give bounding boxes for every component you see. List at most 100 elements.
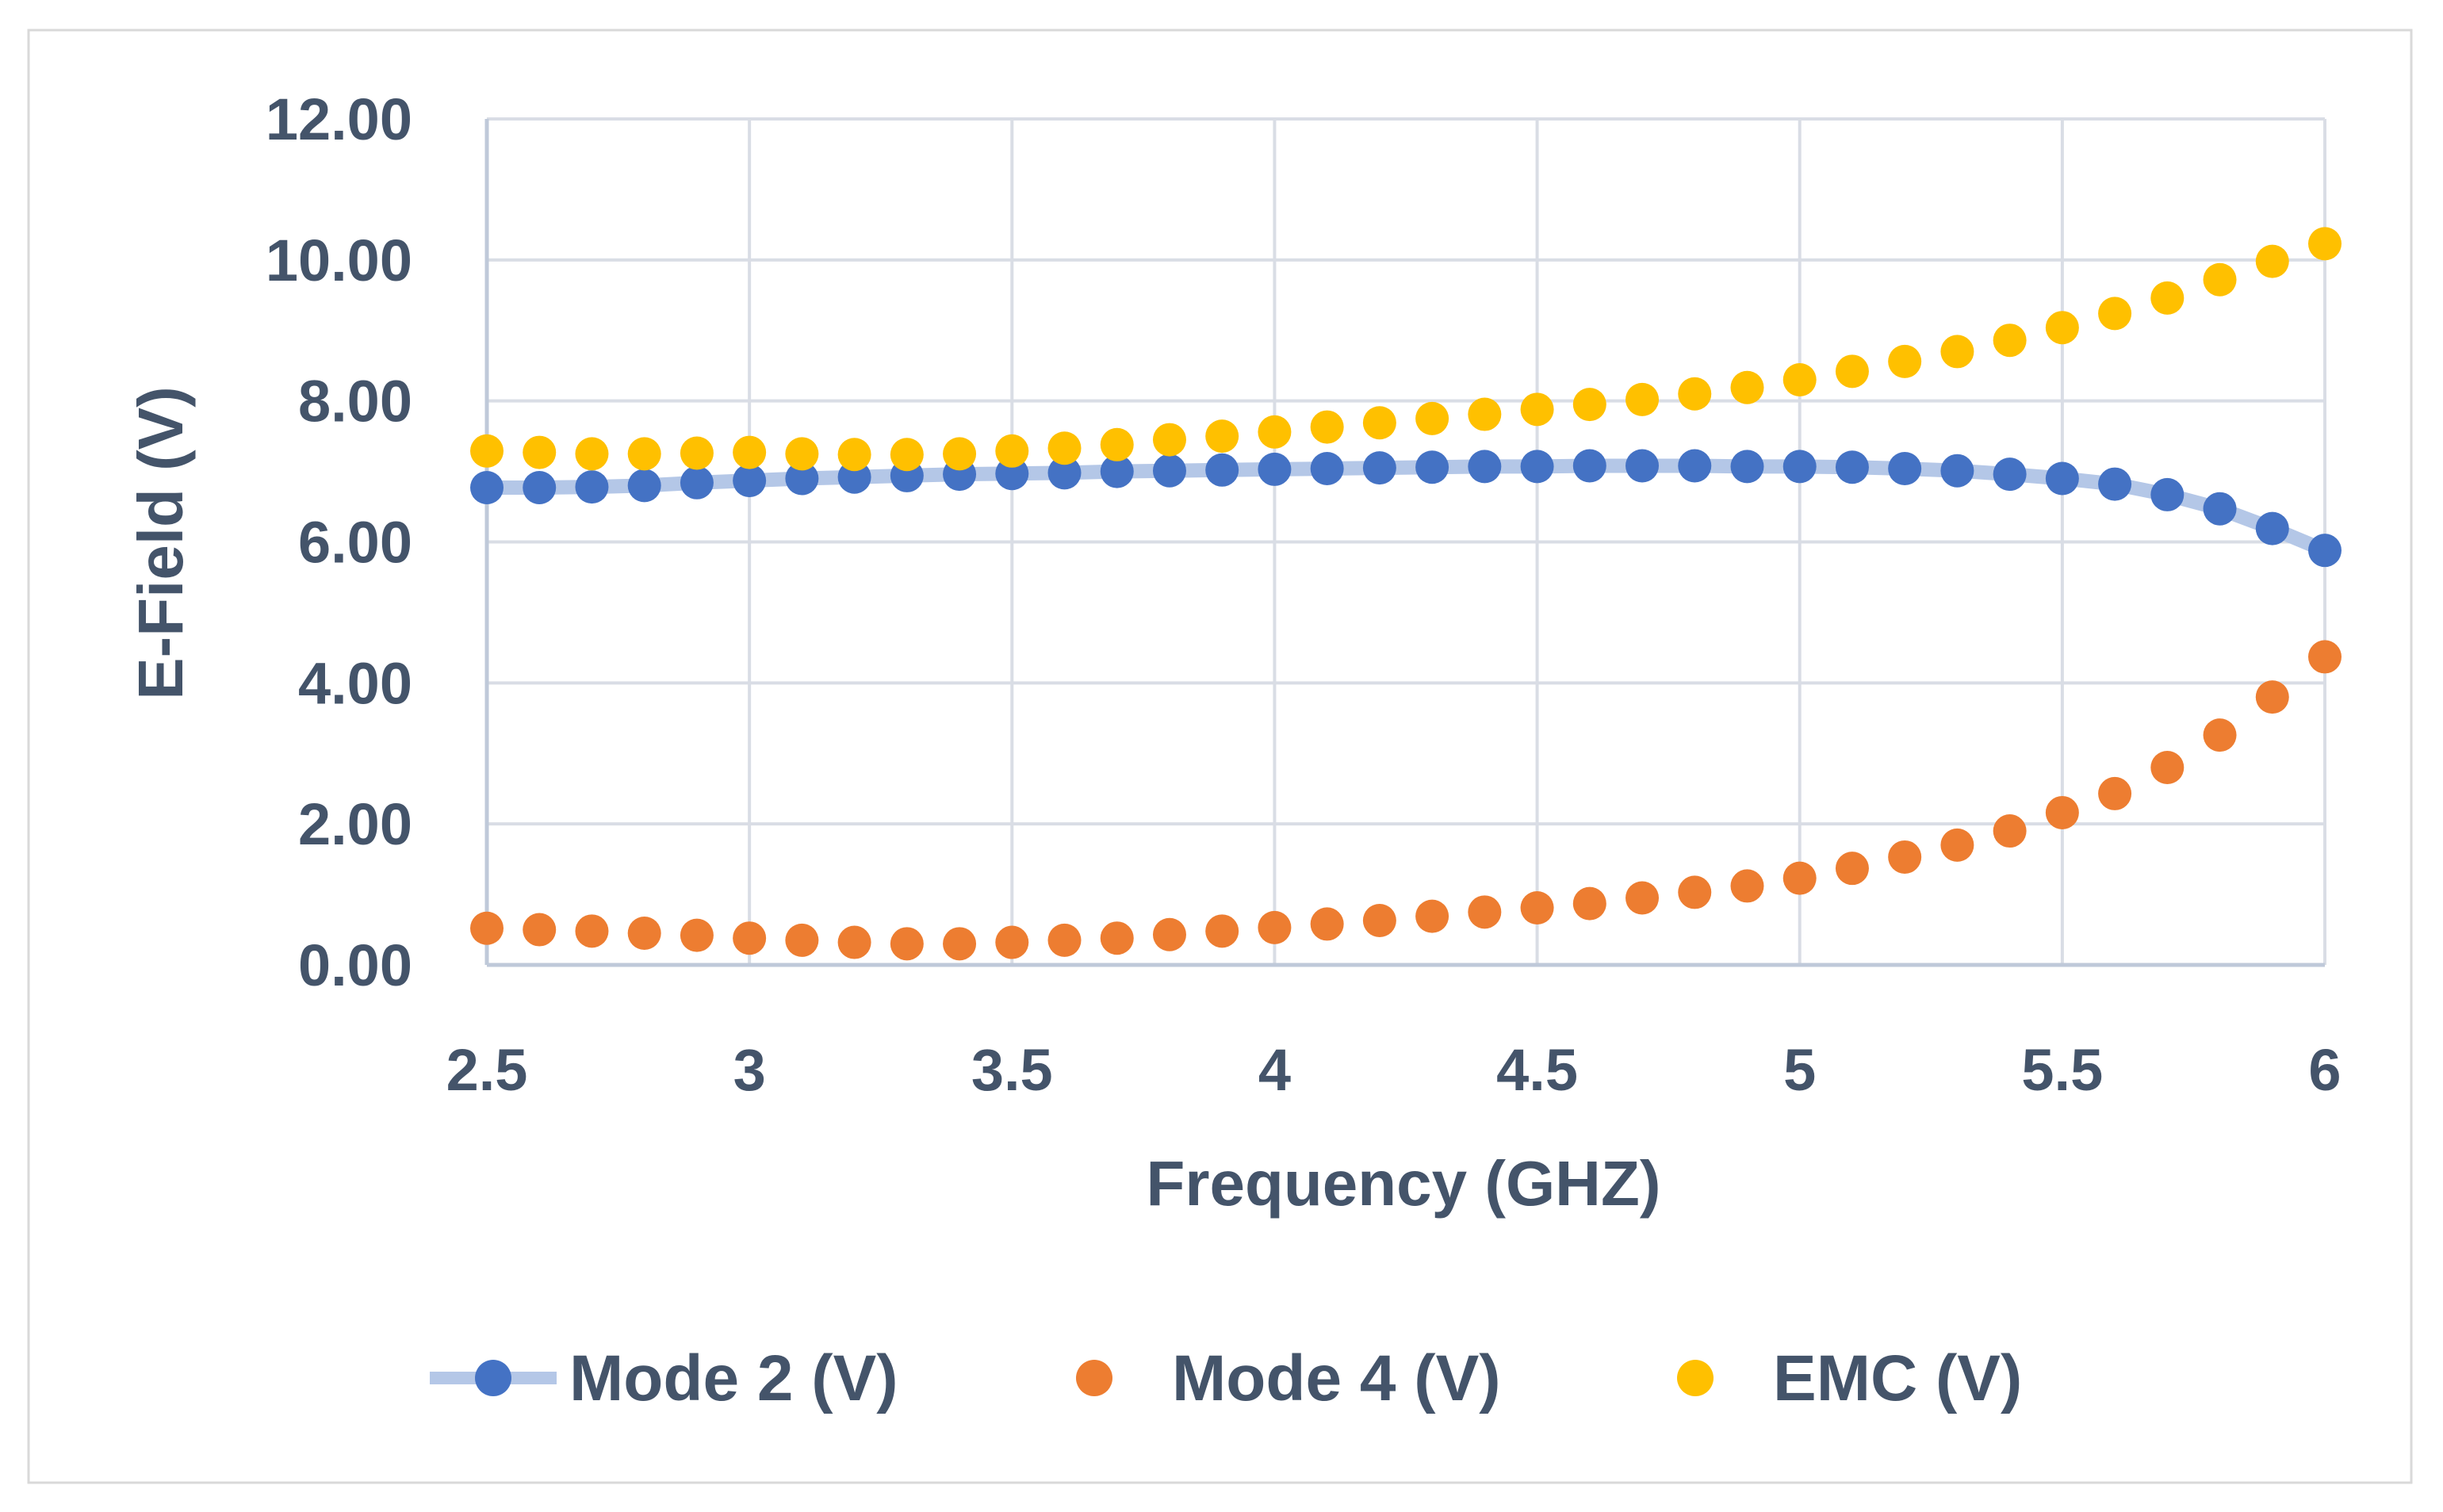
y-tick-label: 0.00 [298,932,412,998]
legend: Mode 2 (V) Mode 4 (V) EMC (V) [430,1342,2022,1414]
x-tick-label: 4 [1258,1037,1291,1103]
y-tick-labels: 0.00 2.00 4.00 6.00 8.00 10.00 12.00 [266,86,412,998]
data-point [1310,452,1344,486]
data-point [1572,388,1606,422]
data-point [890,927,924,961]
data-point [1520,392,1554,427]
data-point [837,925,871,959]
data-point [1100,427,1134,461]
data-point [1678,875,1712,909]
data-point [1047,431,1082,465]
data-point [1100,921,1134,955]
data-point [680,465,714,500]
data-point [2150,751,2185,785]
data-point [2308,640,2342,674]
data-point [943,437,977,471]
data-point [2045,795,2079,829]
y-axis-title: E-Field (V) [125,386,196,700]
data-point [995,434,1029,468]
legend-label: EMC (V) [1773,1342,2022,1414]
y-tick-label: 6.00 [298,510,412,576]
data-point [1730,370,1764,404]
data-point [2045,311,2079,345]
data-point [1152,423,1186,457]
data-point [1782,861,1817,895]
data-point [575,437,609,471]
data-point [627,437,661,471]
legend-marker [1076,1360,1112,1396]
data-point [1782,362,1817,396]
data-point [1100,454,1134,488]
data-point [1993,457,2027,492]
x-tick-label: 3.5 [971,1037,1053,1103]
data-point [1415,899,1449,933]
x-tick-label: 5 [1783,1037,1816,1103]
data-point [785,923,819,957]
data-point [1678,449,1712,483]
legend-item-1: Mode 2 (V) [430,1342,898,1414]
data-point [943,927,977,961]
data-point [837,438,871,472]
x-tick-label: 4.5 [1496,1037,1578,1103]
data-point [2203,492,2237,526]
data-point [523,471,557,505]
legend-label: Mode 4 (V) [1172,1342,1501,1414]
data-point [523,435,557,469]
series-3 [470,227,2342,472]
data-point [2255,680,2289,714]
data-point [1468,895,1502,929]
data-point [1678,377,1712,411]
data-point [575,914,609,948]
legend-item-2: Mode 4 (V) [1076,1342,1501,1414]
legend-marker [1677,1360,1714,1396]
data-point [1047,923,1082,957]
data-point [1835,450,1869,484]
x-tick-label: 6 [2308,1037,2341,1103]
series-group [470,227,2342,961]
data-point [2255,511,2289,545]
data-point [1940,828,1974,862]
data-point [2308,534,2342,568]
y-tick-label: 4.00 [298,650,412,716]
data-point [1572,886,1606,921]
data-point [1888,840,1922,874]
data-point [1993,323,2027,358]
data-point [1888,452,1922,486]
y-tick-label: 12.00 [266,86,412,152]
data-point [1888,344,1922,378]
data-point [2098,297,2132,331]
data-point [575,470,609,504]
data-point [1940,454,1974,488]
series-1 [470,449,2342,568]
data-point [2203,718,2237,752]
data-point [1835,354,1869,389]
data-point [785,461,819,496]
legend-label: Mode 2 (V) [569,1342,898,1414]
data-point [1362,451,1396,485]
data-point [1625,382,1660,416]
data-point [1047,456,1082,490]
x-tick-label: 5.5 [2021,1037,2103,1103]
x-axis-title: Frequency (GHZ) [1147,1148,1661,1219]
data-point [2308,227,2342,261]
data-point [2150,281,2185,315]
legend-item-3: EMC (V) [1677,1342,2022,1414]
data-point [1205,419,1239,454]
data-point [1310,907,1344,941]
data-point [470,434,504,468]
data-point [1625,881,1660,915]
data-point [1415,450,1449,484]
data-point [1205,453,1239,487]
data-point [470,911,504,945]
data-point [2150,477,2185,511]
x-tick-labels: 2.5 3 3.5 4 4.5 5 5.5 6 [446,1037,2342,1103]
data-point [1468,450,1502,484]
data-point [733,435,767,469]
data-point [1152,454,1186,488]
data-point [1362,903,1396,937]
data-point [2098,776,2132,810]
chart-frame [27,29,2413,1484]
y-tick-label: 8.00 [298,369,412,434]
x-tick-label: 3 [733,1037,766,1103]
